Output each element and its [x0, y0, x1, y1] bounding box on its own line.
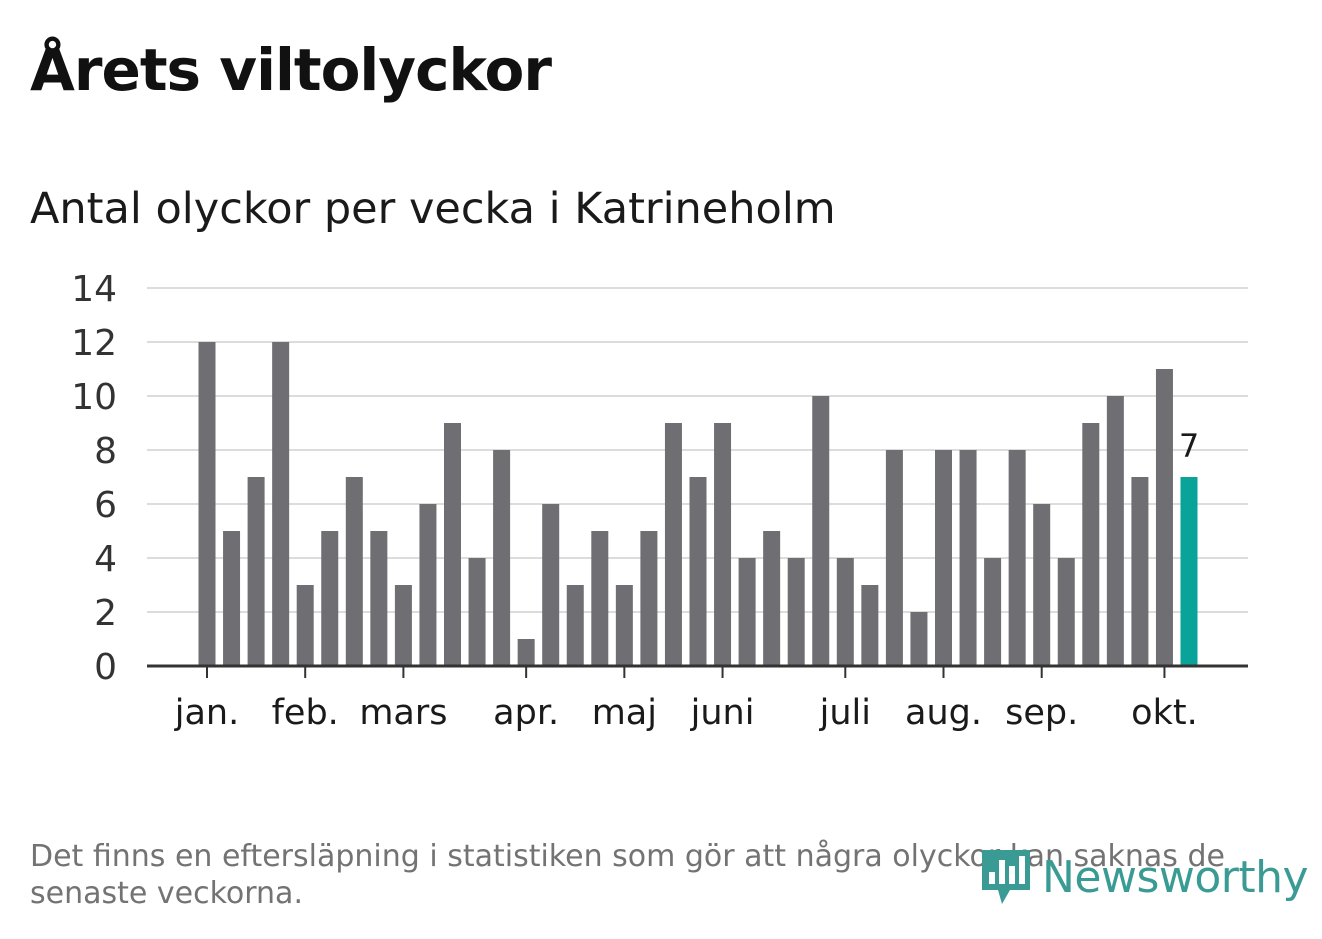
bar	[910, 612, 928, 666]
bar	[223, 531, 241, 666]
bar	[738, 558, 756, 666]
y-tick-label: 10	[71, 377, 117, 418]
bar	[1033, 504, 1051, 666]
bar	[517, 639, 535, 666]
x-tick-label: jan.	[174, 693, 239, 733]
logo-text: Newsworthy	[1042, 851, 1309, 903]
bar	[935, 450, 952, 666]
x-tick-label: okt.	[1131, 693, 1198, 733]
newsworthy-logo-icon	[982, 850, 1030, 904]
bar	[984, 558, 1002, 666]
x-tick-label: feb.	[272, 693, 339, 733]
bar	[812, 396, 830, 666]
y-tick-label: 2	[94, 593, 117, 634]
bar	[542, 504, 560, 666]
x-tick-label: juni	[690, 693, 755, 733]
bar	[615, 585, 633, 666]
x-tick-label: mars	[359, 693, 447, 733]
bar	[861, 585, 879, 666]
x-tick-label: juli	[819, 693, 871, 733]
bar	[1106, 396, 1124, 666]
bar	[664, 423, 682, 666]
bar	[885, 450, 903, 666]
bar	[419, 504, 437, 666]
bar	[1155, 369, 1173, 666]
bar	[394, 585, 412, 666]
bar-annotation: 7	[1179, 427, 1199, 465]
x-tick-label: aug.	[905, 693, 982, 733]
y-tick-label: 12	[71, 323, 117, 364]
bar	[640, 531, 658, 666]
x-tick-label: sep.	[1005, 693, 1078, 733]
bar	[566, 585, 584, 666]
bar	[345, 477, 363, 666]
bar	[959, 450, 977, 666]
bar	[321, 531, 339, 666]
y-tick-label: 4	[94, 539, 117, 580]
bar	[836, 558, 854, 666]
bar	[198, 342, 216, 666]
bar-highlight	[1180, 477, 1198, 666]
bar	[591, 531, 609, 666]
chart-subtitle: Antal olyckor per vecka i Katrineholm	[30, 184, 836, 234]
bar	[493, 450, 511, 666]
bar	[689, 477, 707, 666]
bar	[763, 531, 781, 666]
bar	[468, 558, 486, 666]
bar	[714, 423, 732, 666]
bar	[444, 423, 461, 666]
bar	[247, 477, 265, 666]
y-tick-label: 6	[94, 485, 117, 526]
x-tick-label: maj	[592, 693, 657, 733]
newsworthy-logo: Newsworthy	[980, 846, 1309, 908]
bar	[1057, 558, 1075, 666]
bar-chart: 0 2 4 6 8 10 12 14 7 jan. feb. mars apr. maj juni juli a…	[71, 269, 1248, 733]
x-tick-label: apr.	[493, 693, 559, 733]
bar	[296, 585, 314, 666]
bar	[1082, 423, 1100, 666]
y-tick-label: 8	[94, 431, 117, 472]
bar	[272, 342, 290, 666]
y-tick-label: 14	[71, 269, 117, 310]
bar	[370, 531, 388, 666]
chart-title: Årets viltolyckor	[30, 36, 552, 104]
y-tick-label: 0	[94, 647, 117, 688]
bar	[1131, 477, 1149, 666]
bar	[1008, 450, 1026, 666]
bar	[787, 558, 805, 666]
